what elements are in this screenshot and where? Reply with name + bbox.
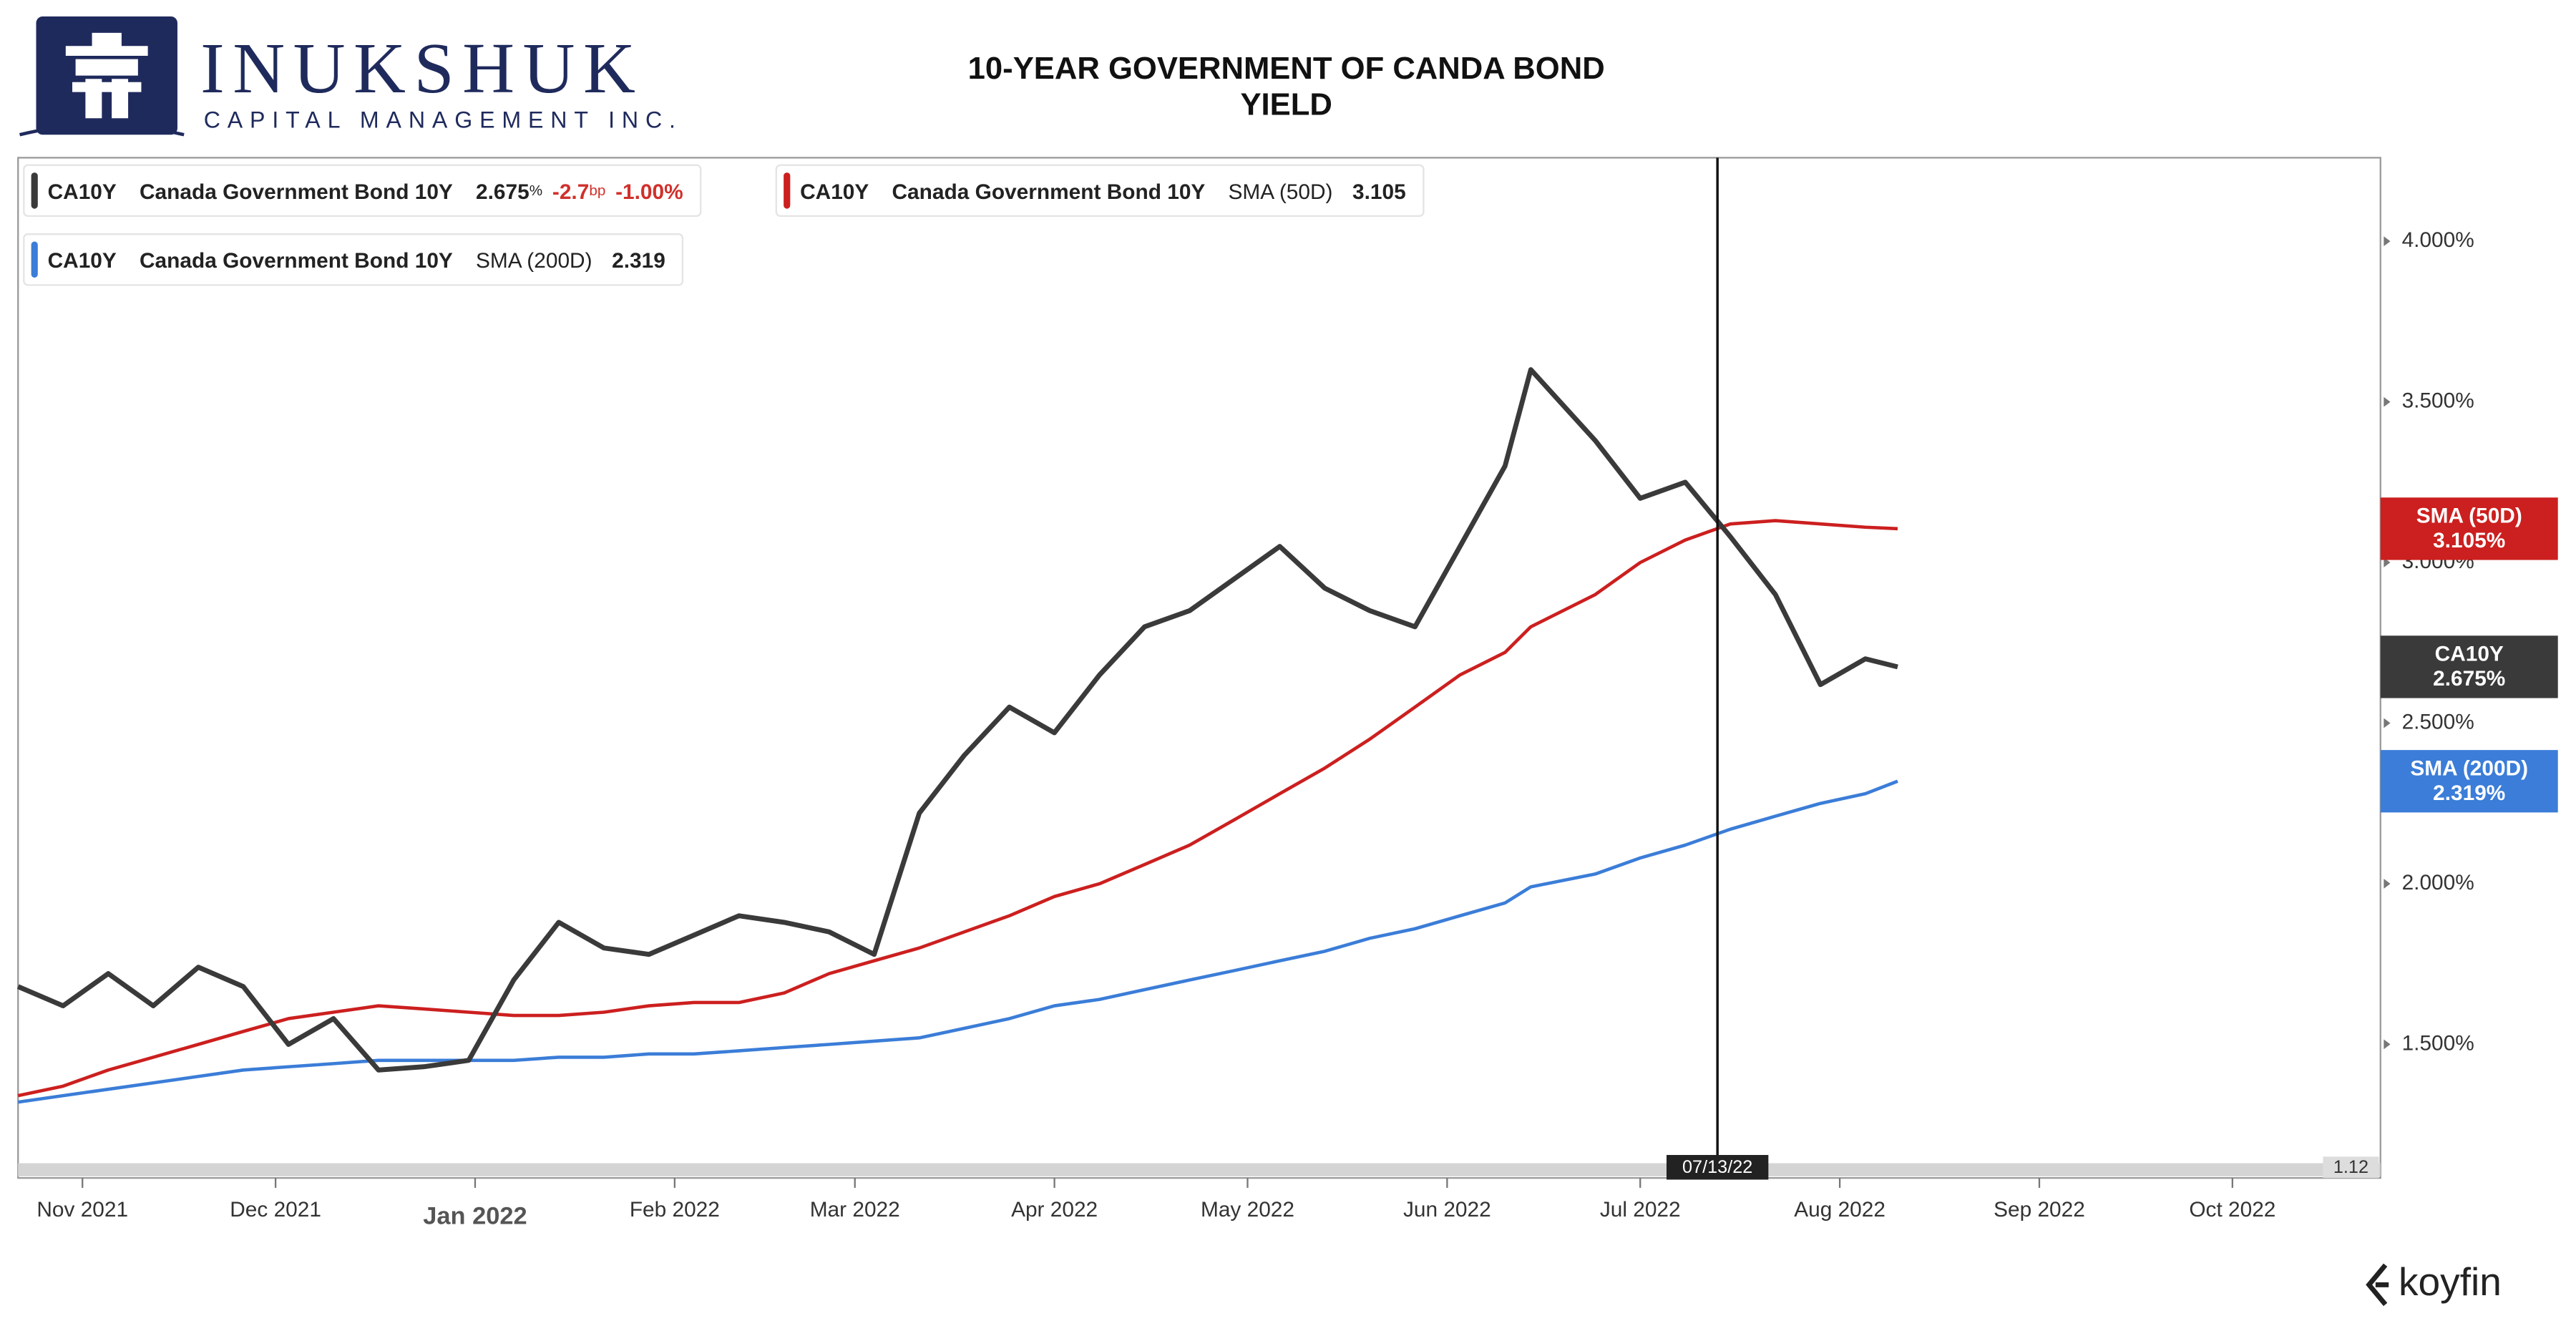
x-tick-label: Sep 2022 [1994, 1198, 2085, 1222]
legend-change-unit: bp [589, 182, 606, 199]
title: 10-YEAR GOVERNMENT OF CANDA BOND [968, 52, 1605, 86]
legend-unit: % [529, 182, 543, 199]
x-tick-label: Jun 2022 [1403, 1198, 1491, 1222]
legend-name: CA10Y [47, 178, 117, 203]
end-label-box [2380, 750, 2558, 813]
x-tick-label: Nov 2021 [36, 1198, 128, 1222]
x-tick-label: Dec 2021 [230, 1198, 321, 1222]
end-label-box [2380, 497, 2558, 560]
scrollbar[interactable] [18, 1163, 2381, 1176]
legend-name: CA10Y [800, 178, 869, 203]
crosshair-box [1667, 1155, 1769, 1180]
y-tick [2384, 718, 2391, 728]
legend-value: 2.319 [612, 247, 665, 272]
y-tick [2384, 236, 2391, 247]
plot-frame [17, 157, 2381, 1179]
legend-swatch [31, 172, 38, 209]
logo-name: INUKSHUK [200, 28, 643, 108]
x-tick-label: Jan 2022 [423, 1202, 527, 1229]
x-tick-label: Mar 2022 [810, 1198, 900, 1222]
end-label: CA10Y [2435, 643, 2504, 666]
end-label: SMA (200D) [2410, 757, 2528, 781]
y-tick-label: 2.000% [2402, 871, 2474, 894]
end-label-box [2380, 635, 2558, 698]
legend-desc: Canada Government Bond 10Y [139, 178, 453, 203]
y-tick [2384, 1039, 2391, 1050]
y-tick-label: 3.500% [2402, 389, 2474, 412]
legend-value: 2.675 [475, 178, 530, 203]
legend-change-pct: -1.00% [615, 178, 683, 203]
y-tick [2384, 396, 2391, 407]
y-tick-label: 2.500% [2402, 710, 2474, 733]
y-tick [2384, 879, 2391, 889]
end-value-label: 2.675% [2433, 667, 2505, 691]
end-label: SMA (50D) [2416, 504, 2522, 528]
legend-name: CA10Y [47, 247, 117, 272]
x-tick-label: Oct 2022 [2189, 1198, 2275, 1222]
legend-desc: Canada Government Bond 10Y [892, 178, 1206, 203]
x-tick-label: Apr 2022 [1011, 1198, 1098, 1222]
legend-study: SMA (200D) [475, 247, 592, 272]
scroll-label: 1.12 [2333, 1157, 2368, 1177]
legend-swatch [784, 172, 791, 209]
legend-desc: Canada Government Bond 10Y [139, 247, 453, 272]
legend-item[interactable]: CA10Y Canada Government Bond 10Y SMA (20… [23, 233, 684, 286]
legend-change: -2.7 [552, 178, 590, 203]
scroll-box [2323, 1156, 2379, 1179]
x-tick-label: Jul 2022 [1600, 1198, 1681, 1222]
y-tick [2384, 557, 2391, 567]
legend-value: 3.105 [1352, 178, 1406, 203]
y-tick-label: 1.500% [2402, 1031, 2474, 1055]
legend-swatch [31, 241, 38, 278]
brand: koyfin [2366, 1259, 2502, 1307]
line-series [16, 367, 1898, 1073]
end-value-label: 2.319% [2433, 781, 2505, 805]
legend-item[interactable]: CA10Y Canada Government Bond 10Y 2.675% … [23, 164, 701, 218]
logo-sub: CAPITAL MANAGEMENT INC. [204, 107, 683, 132]
x-tick-label: May 2022 [1201, 1198, 1294, 1222]
title: YIELD [1240, 88, 1332, 122]
x-tick-label: Feb 2022 [630, 1198, 720, 1222]
legend-item[interactable]: CA10Y Canada Government Bond 10Y SMA (50… [775, 164, 1425, 218]
brand-name: koyfin [2399, 1259, 2502, 1304]
x-tick-label: Aug 2022 [1794, 1198, 1885, 1222]
crosshair-label: 07/13/22 [1682, 1157, 1752, 1177]
line-series [17, 519, 1898, 1098]
y-tick-label: 4.000% [2402, 228, 2474, 252]
logo: INUKSHUK CAPITAL MANAGEMENT INC. [19, 16, 683, 137]
legend-study: SMA (50D) [1228, 178, 1333, 203]
line-series [17, 779, 1898, 1104]
end-value-label: 3.105% [2433, 529, 2505, 552]
